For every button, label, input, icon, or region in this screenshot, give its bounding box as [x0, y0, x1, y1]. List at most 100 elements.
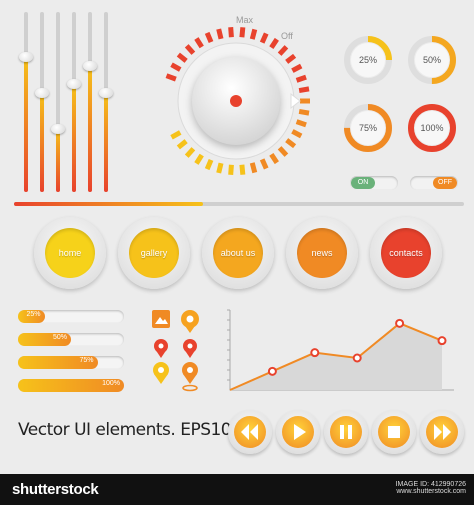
- eq-slider-knob[interactable]: [99, 88, 113, 98]
- chart-point: [310, 348, 320, 358]
- knob-pointer-icon: [290, 92, 301, 110]
- line-area-chart: [227, 309, 454, 391]
- knob-indicator: [230, 95, 242, 107]
- knob-tick: [277, 146, 289, 157]
- knob-tick: [269, 152, 279, 165]
- eq-slider-knob[interactable]: [19, 52, 33, 62]
- site-text: www.shutterstock.com: [396, 488, 466, 495]
- rewind-button[interactable]: [228, 410, 272, 454]
- knob-tick: [204, 31, 214, 44]
- knob-tick: [170, 62, 182, 72]
- percent-bar-fill: 50%: [18, 333, 71, 346]
- knob-tick: [194, 153, 204, 165]
- knob-tick: [295, 74, 307, 83]
- gauge: 75%: [344, 104, 392, 152]
- percent-bar-label: 25%: [26, 311, 41, 318]
- progress-line[interactable]: [14, 202, 464, 206]
- percent-bar-fill: 75%: [18, 356, 98, 369]
- chart-line: [229, 322, 443, 391]
- knob-tick: [176, 52, 188, 63]
- pause-button[interactable]: [324, 410, 368, 454]
- knob-tick: [291, 63, 303, 73]
- gauge: 100%: [408, 104, 456, 152]
- eq-slider-fill: [104, 93, 108, 192]
- volume-knob[interactable]: Max Off: [148, 5, 328, 185]
- knob-tick: [291, 129, 303, 139]
- eq-slider-fill: [24, 57, 28, 192]
- nav-button-home[interactable]: home: [34, 217, 106, 289]
- chart-point: [352, 353, 362, 363]
- eq-slider[interactable]: [35, 12, 49, 192]
- gauge-arc: [344, 104, 392, 152]
- nav-button-gallery[interactable]: gallery: [118, 217, 190, 289]
- gauge-label: 100%: [420, 123, 444, 133]
- knob-tick: [249, 162, 258, 174]
- percent-bar-label: 50%: [52, 334, 67, 341]
- nav-button-label: news: [297, 228, 347, 278]
- knob-tick: [277, 45, 289, 56]
- nav-button-label: home: [45, 228, 95, 278]
- eq-slider-fill: [88, 66, 92, 192]
- eq-slider-fill: [56, 129, 60, 192]
- toggle-off[interactable]: OFF: [410, 176, 458, 190]
- gauge-arc: [344, 36, 392, 84]
- knob-max-label: Max: [236, 15, 254, 25]
- gauge: 50%: [408, 36, 456, 84]
- nav-button-label: gallery: [129, 228, 179, 278]
- knob-tick: [165, 73, 177, 82]
- gauge-label: 25%: [358, 55, 377, 65]
- knob-off-label: Off: [281, 31, 293, 41]
- knob-tick: [239, 27, 246, 38]
- percent-bar-label: 100%: [102, 380, 120, 387]
- knob-tick: [298, 86, 310, 94]
- percent-bar: 50%: [18, 333, 124, 346]
- knob-scale-ticks: [165, 27, 310, 175]
- stop-button[interactable]: [372, 410, 416, 454]
- play-button[interactable]: [276, 410, 320, 454]
- knob-tick: [204, 158, 214, 171]
- eq-slider-knob[interactable]: [67, 79, 81, 89]
- knob-tick: [249, 28, 258, 40]
- toggle-off-label: OFF: [433, 177, 457, 189]
- nav-button-news[interactable]: news: [286, 217, 358, 289]
- nav-button-label: contacts: [381, 228, 431, 278]
- play-icon: [282, 416, 314, 448]
- eq-slider-fill: [72, 84, 76, 192]
- progress-line-fill: [14, 202, 203, 206]
- eq-slider-knob[interactable]: [51, 124, 65, 134]
- knob-tick: [228, 27, 234, 38]
- eq-slider-fill: [40, 93, 44, 192]
- percent-bar-fill: 100%: [18, 379, 124, 392]
- percent-bar-fill: 25%: [18, 310, 45, 323]
- knob-tick: [259, 32, 269, 44]
- pause-icon: [330, 416, 362, 448]
- percent-bar: 100%: [18, 379, 124, 392]
- percent-bar: 75%: [18, 356, 124, 369]
- stop-icon: [378, 416, 410, 448]
- eq-slider[interactable]: [99, 12, 113, 192]
- image-id-text: IMAGE ID: 412990726: [395, 481, 466, 488]
- nav-button-about-us[interactable]: about us: [202, 217, 274, 289]
- eq-slider[interactable]: [83, 12, 97, 192]
- fast-forward-button[interactable]: [420, 410, 464, 454]
- percent-bar-label: 75%: [79, 357, 94, 364]
- knob-tick: [285, 138, 297, 149]
- eq-slider-knob[interactable]: [83, 61, 97, 71]
- chart-area: [230, 323, 442, 390]
- eq-slider[interactable]: [67, 12, 81, 192]
- rewind-icon: [234, 416, 266, 448]
- knob-tick: [184, 147, 196, 158]
- gauge-arc: [408, 36, 456, 84]
- eq-slider[interactable]: [19, 12, 33, 192]
- gauge-arc: [408, 104, 456, 152]
- knob-tick: [259, 158, 269, 170]
- knob-tick: [176, 139, 188, 150]
- gauge: 25%: [344, 36, 392, 84]
- toggle-on[interactable]: ON: [350, 176, 398, 190]
- eq-slider[interactable]: [51, 12, 65, 192]
- eq-slider-knob[interactable]: [35, 88, 49, 98]
- nav-button-label: about us: [213, 228, 263, 278]
- image-id: IMAGE ID: 412990726 www.shutterstock.com: [396, 481, 466, 495]
- nav-button-contacts[interactable]: contacts: [370, 217, 442, 289]
- brand-watermark: shutterstock: [12, 481, 99, 498]
